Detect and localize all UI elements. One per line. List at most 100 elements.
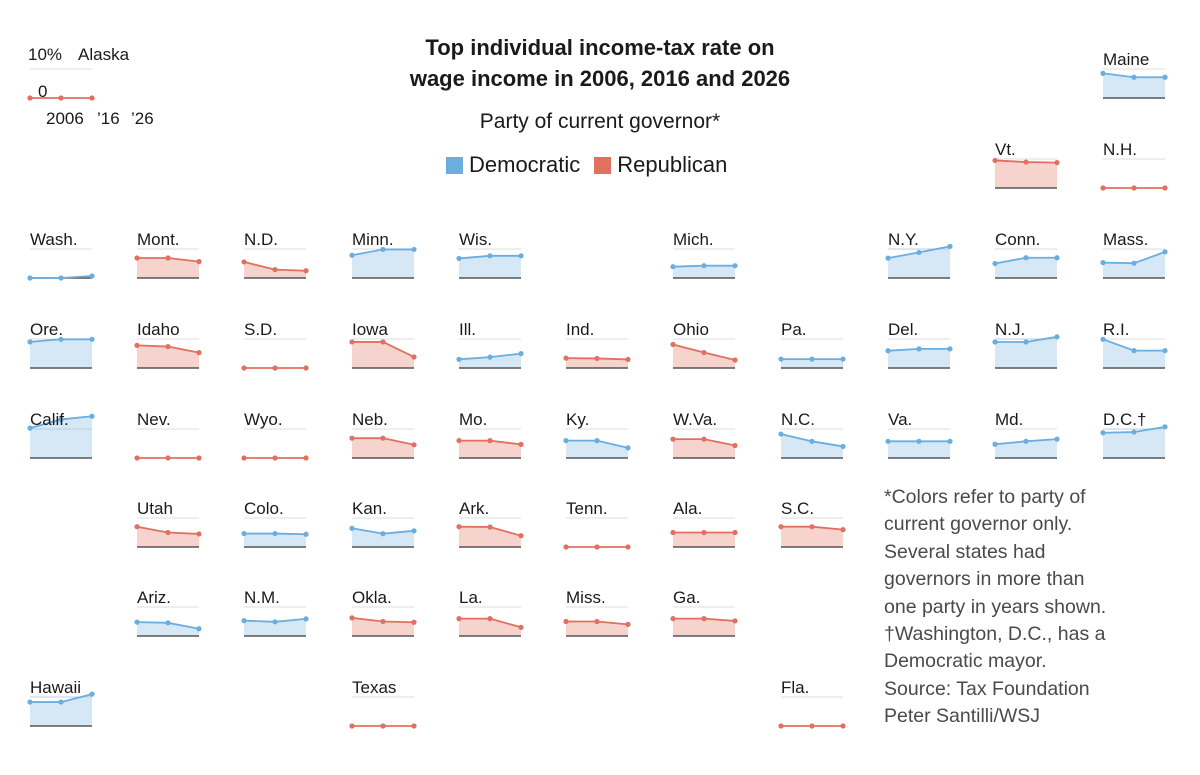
data-point-neb — [411, 442, 417, 448]
area-neb — [352, 438, 414, 458]
state-label-ark: Ark. — [459, 499, 489, 518]
data-point-hawaii — [89, 691, 95, 697]
area-ga — [673, 618, 735, 636]
state-label-n-c: N.C. — [781, 410, 815, 429]
data-point-mich — [732, 263, 738, 269]
footnote-line: one party in years shown. — [884, 595, 1107, 618]
data-point-n-y — [916, 249, 922, 256]
chart-subtitle: Party of current governor* — [479, 110, 721, 133]
data-point-n-m — [303, 616, 309, 622]
area-mo — [459, 440, 521, 458]
data-point-s-c — [840, 527, 846, 533]
data-point-mass — [1162, 249, 1168, 255]
data-point-ill — [487, 354, 493, 360]
data-point-calif — [27, 425, 33, 431]
data-point-ind — [625, 356, 631, 363]
data-point-n-h — [1100, 185, 1106, 191]
area-r-i — [1103, 339, 1165, 368]
state-label-ind: Ind. — [566, 320, 594, 339]
footnote-line: †Washington, D.C., has a — [884, 623, 1106, 646]
republican-swatch — [594, 156, 612, 174]
data-point-ga — [670, 616, 676, 622]
area-del — [888, 348, 950, 368]
data-point-wash — [89, 273, 95, 279]
state-label-la: La. — [459, 588, 483, 607]
data-point-kan — [411, 528, 417, 534]
state-label-wash: Wash. — [30, 230, 78, 249]
data-point-wash — [27, 275, 33, 281]
data-point-ky — [563, 438, 569, 444]
data-point-maine — [1162, 74, 1168, 80]
democratic-swatch — [446, 156, 463, 174]
area-n-c — [781, 434, 843, 458]
data-point-wyo — [272, 455, 278, 461]
footnote-line: Several states had — [884, 540, 1046, 563]
data-point-okla — [380, 618, 386, 625]
state-label-vt: Vt. — [995, 140, 1016, 159]
data-point-okla — [349, 615, 355, 621]
data-point-pa — [840, 356, 846, 362]
area-calif — [30, 416, 92, 458]
area-md — [995, 439, 1057, 458]
data-point-tenn — [594, 544, 600, 550]
data-point-n-m — [272, 619, 278, 625]
data-point-n-d — [303, 268, 309, 274]
data-point-okla — [411, 619, 417, 625]
state-label-ky: Ky. — [566, 410, 589, 429]
data-point-mich — [670, 264, 676, 270]
data-point-s-d — [272, 365, 278, 371]
area-vt — [995, 160, 1057, 188]
data-point-n-m — [241, 618, 247, 624]
state-label-s-c: S.C. — [781, 499, 814, 518]
chart-title: Top individual income-tax rate on wage i… — [360, 32, 840, 94]
data-point-texas — [380, 723, 386, 729]
data-point-alaska — [27, 95, 33, 101]
data-point-colo — [272, 530, 278, 537]
state-label-r-i: R.I. — [1103, 320, 1129, 339]
data-point-d-c — [1100, 430, 1106, 436]
data-point-calif — [89, 413, 95, 419]
data-point-ky — [625, 445, 631, 451]
data-point-n-h — [1162, 185, 1168, 191]
data-point-ariz — [134, 619, 140, 625]
state-label-va: Va. — [888, 410, 912, 429]
area-maine — [1103, 73, 1165, 98]
data-point-s-c — [809, 524, 815, 530]
area-s-c — [781, 526, 843, 547]
title-line-1: Top individual income-tax rate on — [425, 35, 775, 60]
data-point-wyo — [241, 455, 247, 461]
data-point-mont — [165, 255, 171, 261]
data-point-s-d — [241, 365, 247, 371]
data-point-ill — [518, 351, 524, 357]
data-point-ore — [89, 336, 95, 342]
data-point-colo — [303, 531, 309, 537]
data-point-iowa — [349, 339, 355, 345]
data-point-ariz — [196, 626, 202, 632]
data-point-md — [1054, 436, 1060, 442]
data-point-maine — [1131, 74, 1137, 80]
area-d-c — [1103, 426, 1165, 458]
state-label-utah: Utah — [137, 499, 173, 518]
title-line-2: wage income in 2006, 2016 and 2026 — [409, 66, 791, 91]
state-label-d-c: D.C.† — [1103, 410, 1146, 429]
key-zero-label: 0 — [38, 82, 47, 101]
area-ore — [30, 339, 92, 368]
data-point-minn — [380, 246, 386, 253]
footnote-line: *Colors refer to party of — [884, 486, 1086, 508]
state-label-n-y: N.Y. — [888, 230, 919, 249]
state-label-s-d: S.D. — [244, 320, 277, 339]
data-point-neb — [349, 435, 355, 441]
data-point-conn — [1023, 255, 1029, 261]
data-point-s-d — [303, 365, 309, 371]
data-point-mo — [456, 438, 462, 444]
state-label-ore: Ore. — [30, 320, 63, 339]
data-point-md — [1023, 438, 1029, 444]
state-label-hawaii: Hawaii — [30, 678, 81, 697]
data-point-ohio — [670, 341, 676, 348]
area-ill — [459, 353, 521, 368]
data-point-del — [947, 346, 953, 352]
data-point-ariz — [165, 620, 171, 626]
legend-label-democratic: Democratic — [469, 152, 581, 177]
data-point-mont — [134, 255, 140, 261]
